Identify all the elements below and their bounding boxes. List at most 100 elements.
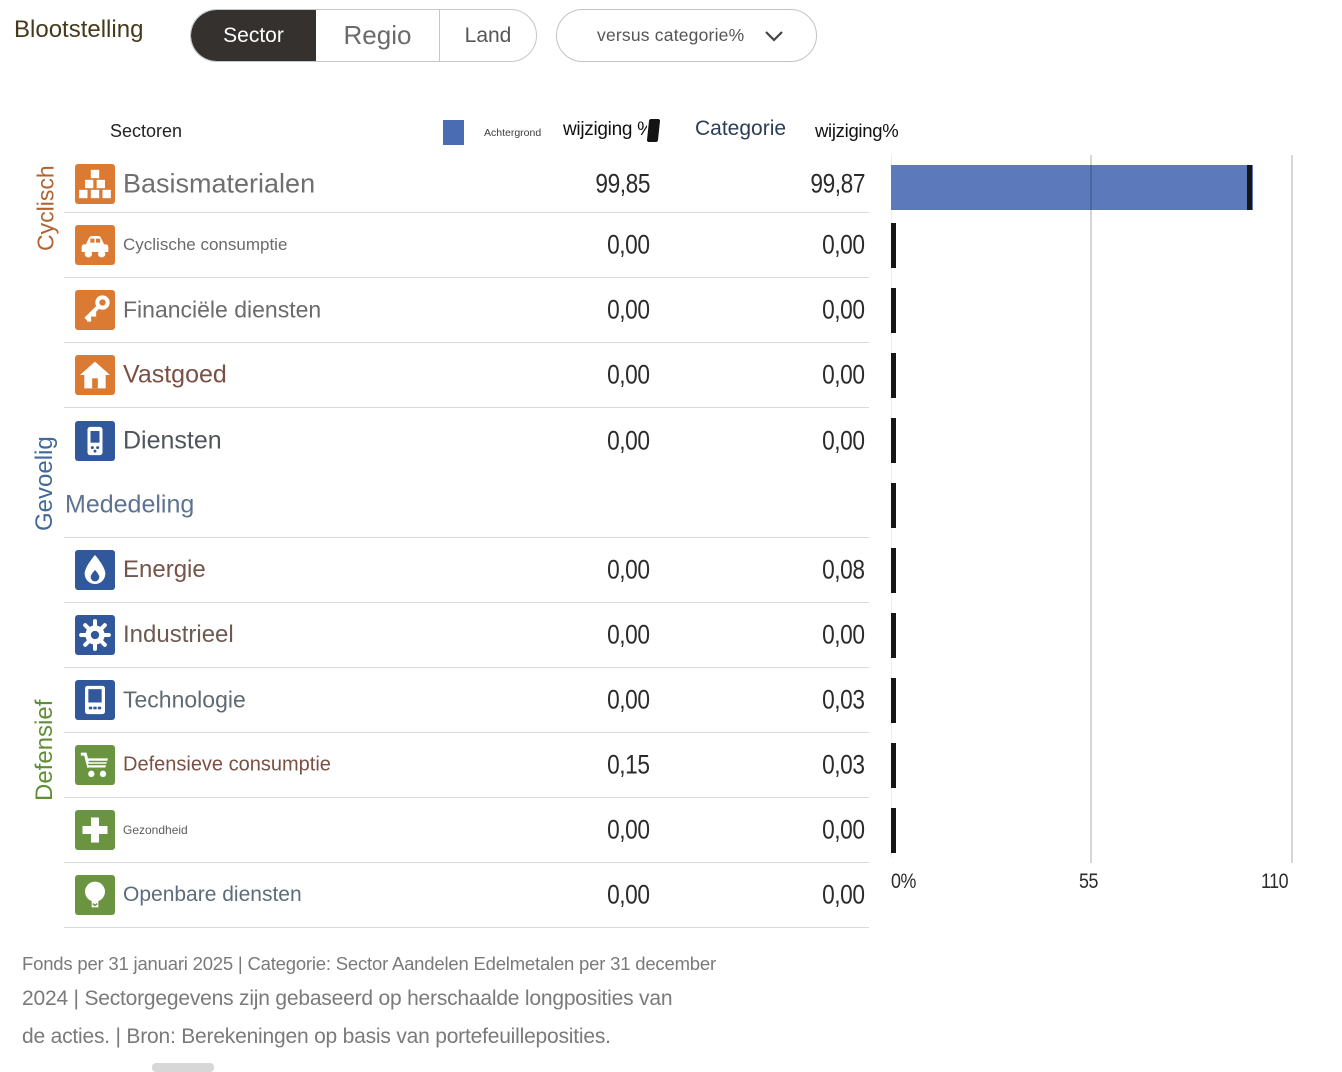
tab-regio[interactable]: Regio: [343, 20, 412, 50]
fund-value: 0,00: [607, 619, 651, 650]
category-value: 0,00: [822, 294, 866, 325]
fund-marker-basic-materials: [1247, 165, 1252, 210]
fund-marker-financial-services: [891, 288, 896, 333]
row-label: Financiële diensten: [123, 296, 322, 323]
table-row-financial-services: Financiële diensten 0,00 0,00: [64, 278, 869, 343]
fund-value: 0,00: [607, 294, 651, 325]
gridline-110: [1291, 155, 1293, 863]
row-label: Cyclische consumptie: [123, 235, 288, 254]
energy-icon: [75, 550, 115, 590]
fund-change-column-header: wijziging %: [563, 119, 661, 142]
table-row-basic-materials: Basismaterialen 99,85 99,87: [64, 155, 869, 213]
fund-change-word: wijziging: [563, 119, 633, 140]
real-estate-icon: [75, 355, 115, 395]
fund-marker-energy: [891, 548, 896, 593]
fund-value: 0,00: [607, 229, 651, 260]
page-title: Blootstelling: [14, 16, 144, 43]
row-label: Openbare diensten: [123, 883, 302, 906]
dropdown-value: versus categorie%: [597, 25, 745, 45]
row-label: Technologie: [123, 686, 246, 713]
background-legend-swatch: [443, 120, 464, 145]
consumer-cyclical-icon: [75, 225, 115, 265]
row-label: Vastgoed: [123, 360, 227, 389]
cursor-artifact: [646, 119, 661, 142]
category-value: 99,87: [810, 168, 865, 198]
x-axis-tick-110: 110: [1261, 870, 1289, 893]
fund-value: 0,00: [607, 814, 651, 845]
table-row-mededeling: Mededeling: [64, 473, 869, 538]
x-axis-tick-0: 0%: [891, 870, 916, 893]
fund-marker-consumer-cyclical: [891, 223, 896, 268]
row-label: Gezondheid: [123, 823, 188, 837]
table-row-real-estate: Vastgoed 0,00 0,00: [64, 343, 869, 408]
financial-services-icon: [75, 290, 115, 330]
x-axis-tick-55: 55: [1079, 870, 1099, 893]
table-row-utilities: Openbare diensten 0,00 0,00: [64, 863, 869, 928]
table-row-consumer-defensive: Defensieve consumptie 0,15 0,03: [64, 733, 869, 798]
category-change-column-header: wijziging%: [815, 120, 899, 141]
row-label: Energie: [123, 556, 206, 583]
fund-value: 0,00: [607, 879, 651, 910]
communication-services-icon: [75, 420, 115, 461]
fund-marker-industrials: [891, 613, 896, 658]
category-value: 0,00: [822, 425, 866, 455]
category-bar-basic-materials: [891, 165, 1253, 210]
row-label: Mededeling: [65, 490, 195, 519]
versus-category-dropdown[interactable]: versus categorie%: [556, 9, 817, 62]
category-value: 0,00: [822, 619, 866, 650]
partial-element-artifact: [152, 1063, 214, 1072]
fund-value: 0,00: [607, 359, 651, 390]
tab-sector[interactable]: Sector: [191, 10, 316, 61]
sectors-column-header: Sectoren: [110, 121, 183, 141]
table-row-industrials: Industrieel 0,00 0,00: [64, 603, 869, 668]
group-label-cyclical: Cyclisch: [32, 165, 59, 251]
fund-value: 0,15: [607, 749, 651, 780]
category-value: 0,03: [822, 684, 866, 715]
utilities-icon: [75, 875, 115, 915]
industrials-icon: [75, 615, 115, 655]
chevron-down-icon: [764, 30, 784, 42]
view-segmented-control: Sector Regio Land: [190, 9, 537, 62]
table-row-healthcare: Gezondheid 0,00 0,00: [64, 798, 869, 863]
category-value: 0,00: [822, 229, 866, 260]
table-row-energy: Energie 0,00 0,08: [64, 538, 869, 603]
healthcare-icon: [75, 810, 115, 850]
tab-land[interactable]: Land: [439, 10, 536, 61]
fund-marker-technology: [891, 678, 896, 723]
fund-marker-mededeling: [891, 483, 896, 528]
consumer-defensive-icon: [75, 745, 115, 785]
row-label: Diensten: [123, 426, 222, 454]
category-value: 0,00: [822, 814, 866, 845]
group-label-sensitive: Gevoelig: [31, 436, 58, 532]
fund-marker-healthcare: [891, 808, 896, 853]
technology-icon: [75, 680, 115, 720]
row-label: Basismaterialen: [123, 168, 316, 198]
row-label: Defensieve consumptie: [123, 753, 331, 776]
table-row-technology: Technologie 0,00 0,03: [64, 668, 869, 733]
fund-marker-consumer-defensive: [891, 743, 896, 788]
background-legend-label: Achtergrond: [484, 127, 542, 139]
category-column-header: Categorie: [695, 117, 787, 140]
fund-value: 0,00: [607, 554, 651, 585]
category-value: 0,08: [822, 554, 866, 585]
category-value: 0,03: [822, 749, 866, 780]
table-row-consumer-cyclical: Cyclische consumptie 0,00 0,00: [64, 213, 869, 278]
category-value: 0,00: [822, 359, 866, 390]
group-label-defensive: Defensief: [31, 699, 58, 801]
footnote-line-2: 2024 | Sectorgegevens zijn gebaseerd op …: [22, 987, 673, 1010]
footnote-line-3: de acties. | Bron: Berekeningen op basis…: [22, 1025, 611, 1048]
gridline-55: [1090, 155, 1092, 863]
fund-value: 0,00: [607, 425, 651, 455]
fund-marker-communication-services: [891, 418, 896, 463]
fund-change-percent: %: [637, 119, 647, 141]
fund-marker-real-estate: [891, 353, 896, 398]
fund-value: 99,85: [595, 168, 650, 198]
fund-value: 0,00: [607, 684, 651, 715]
category-value: 0,00: [822, 879, 866, 910]
exposure-bar-chart: 0% 55 110: [891, 155, 1311, 915]
row-label: Industrieel: [123, 621, 234, 648]
footnote-line-1: Fonds per 31 januari 2025 | Categorie: S…: [22, 953, 716, 974]
table-row-communication-services: Diensten 0,00 0,00: [64, 408, 869, 473]
basic-materials-icon: [75, 163, 115, 204]
